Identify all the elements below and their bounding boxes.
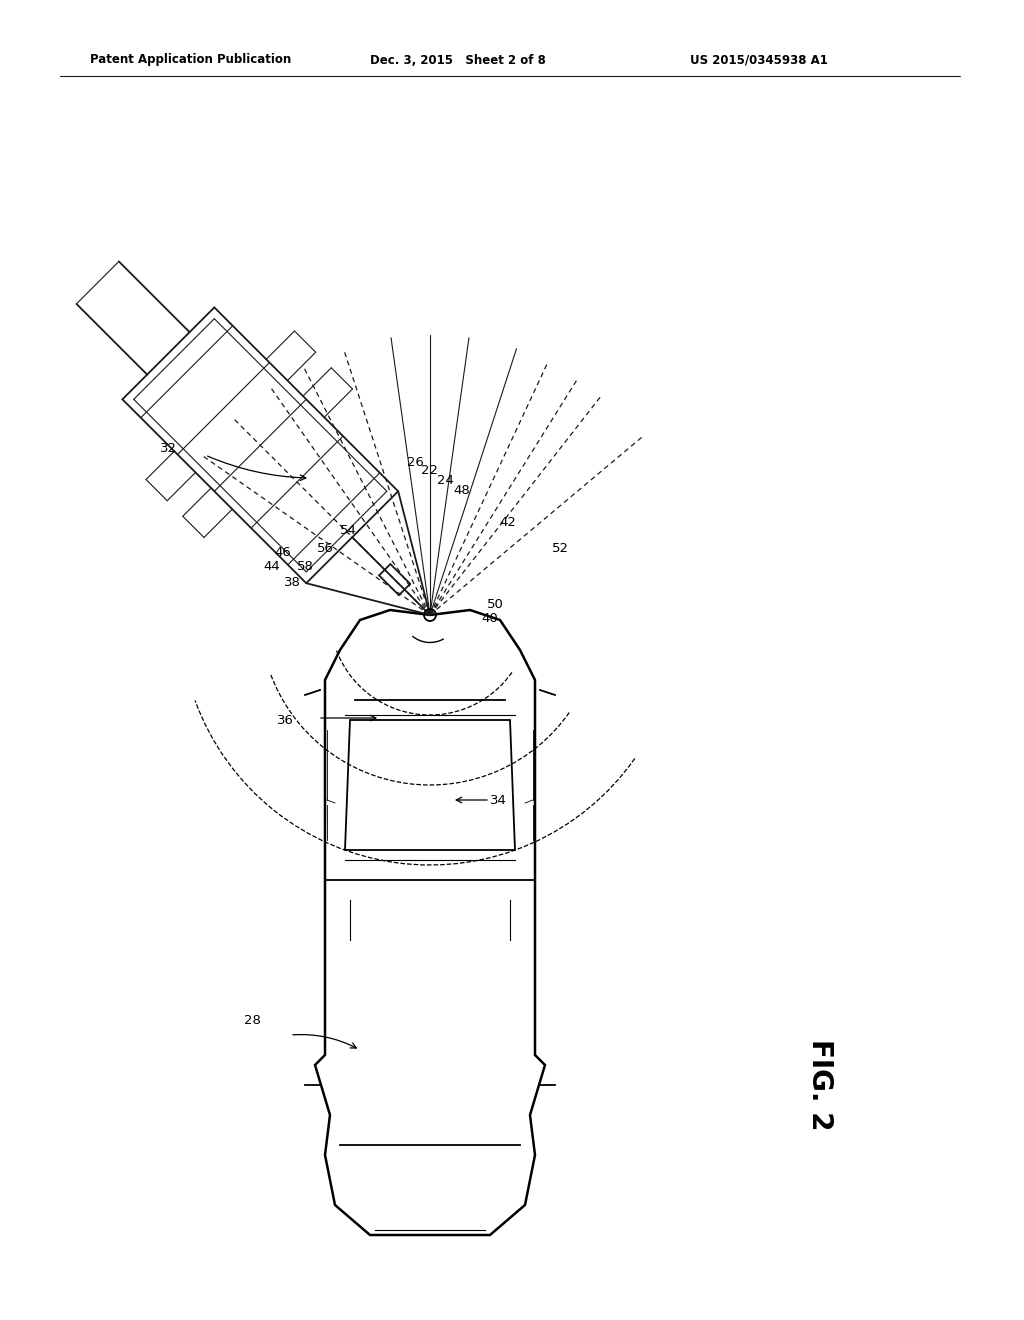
- Text: 24: 24: [436, 474, 454, 487]
- Text: 46: 46: [274, 546, 292, 560]
- Text: 34: 34: [489, 793, 507, 807]
- Text: FIG. 2: FIG. 2: [806, 1039, 834, 1131]
- Text: 26: 26: [407, 455, 424, 469]
- Text: 54: 54: [340, 524, 356, 536]
- Text: US 2015/0345938 A1: US 2015/0345938 A1: [690, 54, 827, 66]
- Text: 58: 58: [297, 560, 313, 573]
- Text: 32: 32: [160, 441, 176, 454]
- Text: 36: 36: [276, 714, 294, 726]
- Text: 40: 40: [481, 611, 499, 624]
- Text: 38: 38: [284, 576, 300, 589]
- Text: 52: 52: [552, 541, 568, 554]
- Text: 48: 48: [454, 483, 470, 496]
- Text: 22: 22: [422, 463, 438, 477]
- Text: Patent Application Publication: Patent Application Publication: [90, 54, 291, 66]
- Text: 44: 44: [263, 560, 281, 573]
- Text: 42: 42: [500, 516, 516, 529]
- Text: Dec. 3, 2015   Sheet 2 of 8: Dec. 3, 2015 Sheet 2 of 8: [370, 54, 546, 66]
- Text: 56: 56: [316, 541, 334, 554]
- Text: 28: 28: [244, 1014, 260, 1027]
- Text: 50: 50: [486, 598, 504, 611]
